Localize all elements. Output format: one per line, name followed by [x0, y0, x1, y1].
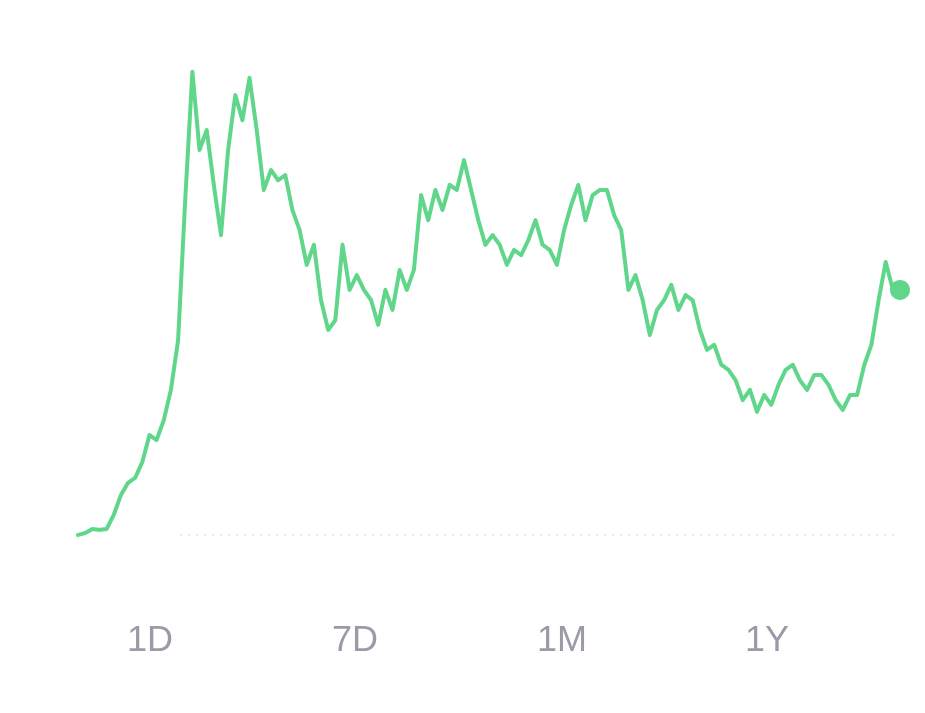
- timeframe-button[interactable]: 1Y: [745, 618, 789, 659]
- timeframe-button[interactable]: 1M: [537, 618, 587, 659]
- timeframe-button[interactable]: 7D: [332, 618, 378, 659]
- price-line: [76, 69, 902, 537]
- timeframe-button[interactable]: 1D: [127, 618, 173, 659]
- current-point: [890, 279, 910, 300]
